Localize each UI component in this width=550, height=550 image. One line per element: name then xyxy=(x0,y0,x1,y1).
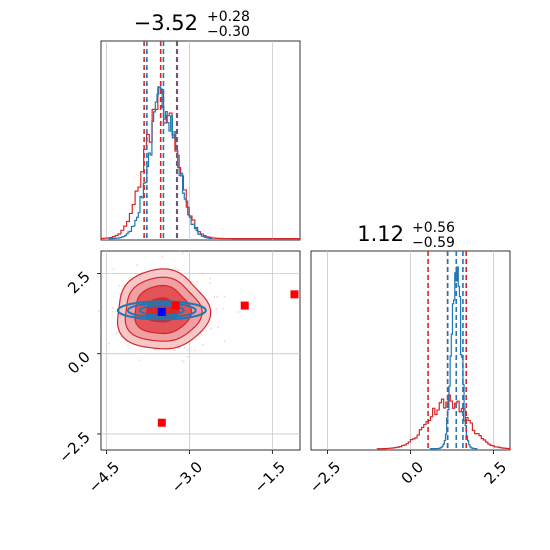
hist-param2-red-histogram xyxy=(376,394,511,450)
joint-red-square-marker xyxy=(157,418,166,427)
joint-sample-point xyxy=(190,280,193,283)
joint-sample-point xyxy=(173,349,176,352)
joint-x-tick-label: −1.5 xyxy=(251,458,289,496)
joint-sample-point xyxy=(99,329,102,332)
joint-sample-point xyxy=(213,296,216,299)
joint-sample-point xyxy=(201,272,204,275)
joint-sample-point xyxy=(202,343,204,346)
joint-y-tick-label: 0.0 xyxy=(64,348,94,378)
hist-param1-quantile-lines xyxy=(143,41,179,240)
hist-param1-panel: −3.52 +0.28 −0.30 xyxy=(100,9,301,241)
hist-param1-title-sub: −0.30 xyxy=(207,24,250,40)
hist-param2-title-sub: −0.59 xyxy=(412,235,455,251)
hist-param2-x-tick-label: −2.5 xyxy=(306,458,344,496)
joint-sample-point xyxy=(179,250,182,253)
joint-sample-point xyxy=(112,268,115,271)
hist-param2-x-tick-label: 2.5 xyxy=(481,458,511,488)
hist-param2-x-ticks: −2.5 0.0 2.5 xyxy=(306,450,510,497)
hist-param1-title: −3.52 xyxy=(134,11,198,35)
joint-sample-point xyxy=(118,284,121,287)
joint-sample-point xyxy=(205,329,208,332)
hist-param2-title-main: 1.12 xyxy=(357,222,404,246)
joint-sample-point xyxy=(186,355,189,358)
joint-x-tick-label: −4.5 xyxy=(85,458,123,496)
joint-sample-point xyxy=(216,296,218,298)
joint-sample-point xyxy=(154,348,157,351)
joint-sample-point xyxy=(161,255,164,258)
joint-sample-point xyxy=(183,346,186,349)
joint-sample-point xyxy=(138,359,141,362)
joint-sample-point xyxy=(136,264,138,267)
joint-y-tick-label: −2.5 xyxy=(55,428,93,466)
joint-sample-point xyxy=(209,277,211,280)
joint-sample-point xyxy=(186,349,189,351)
joint-sample-point xyxy=(182,361,185,363)
joint-blue-contour xyxy=(126,302,197,319)
joint-panel: −4.5 −3.0 −1.5 −2.5 0.0 2.5 xyxy=(55,250,301,497)
joint-sample-point xyxy=(98,310,100,312)
joint-sample-point xyxy=(176,268,179,271)
joint-blue-square-marker xyxy=(157,307,166,316)
joint-sample-point xyxy=(237,311,240,313)
joint-sample-point xyxy=(223,295,226,298)
joint-x-ticks: −4.5 −3.0 −1.5 xyxy=(85,450,289,497)
joint-sample-point xyxy=(181,252,184,255)
joint-red-square-marker xyxy=(290,290,299,299)
joint-x-tick-label: −3.0 xyxy=(168,458,206,496)
hist-param2-panel: −2.5 0.0 2.5 1.12 +0.56 −0.59 xyxy=(306,220,511,497)
joint-sample-point xyxy=(115,332,118,334)
hist-param2-x-tick-label: 0.0 xyxy=(398,458,428,488)
hist-param2-title: 1.12 xyxy=(357,222,404,246)
joint-sample-point xyxy=(178,269,180,272)
hist-param1-blue-histogram xyxy=(108,86,213,240)
joint-y-tick-label: 2.5 xyxy=(64,268,94,298)
joint-sample-point xyxy=(210,327,213,330)
joint-red-square-marker xyxy=(240,301,249,310)
joint-sample-point xyxy=(127,344,129,347)
joint-sample-point xyxy=(181,359,184,362)
hist-param1-frame xyxy=(100,40,301,241)
hist-param1-red-histogram xyxy=(100,86,301,240)
joint-sample-point xyxy=(111,310,114,313)
hist-param1-title-main: −3.52 xyxy=(134,11,198,35)
joint-sample-point xyxy=(111,307,114,310)
joint-sample-point xyxy=(209,282,211,285)
joint-red-square-marker xyxy=(171,301,180,310)
hist-param2-blue-histogram xyxy=(429,266,478,450)
joint-sample-point xyxy=(193,349,196,352)
hist-param2-grid xyxy=(327,251,494,450)
joint-sample-point xyxy=(215,307,218,310)
joint-sample-point xyxy=(222,307,225,310)
joint-sample-point xyxy=(217,326,220,329)
joint-sample-point xyxy=(196,280,199,283)
joint-points xyxy=(157,290,299,427)
joint-y-ticks: −2.5 0.0 2.5 xyxy=(55,268,101,467)
hist-param2-title-sup: +0.56 xyxy=(412,220,455,236)
joint-grid xyxy=(101,251,300,450)
hist-param2-quantile-lines xyxy=(427,251,468,450)
joint-blue-contour xyxy=(116,300,207,321)
joint-sample-point xyxy=(223,340,226,343)
hist-param1-title-sup: +0.28 xyxy=(207,9,250,25)
joint-sample-point xyxy=(107,342,110,345)
